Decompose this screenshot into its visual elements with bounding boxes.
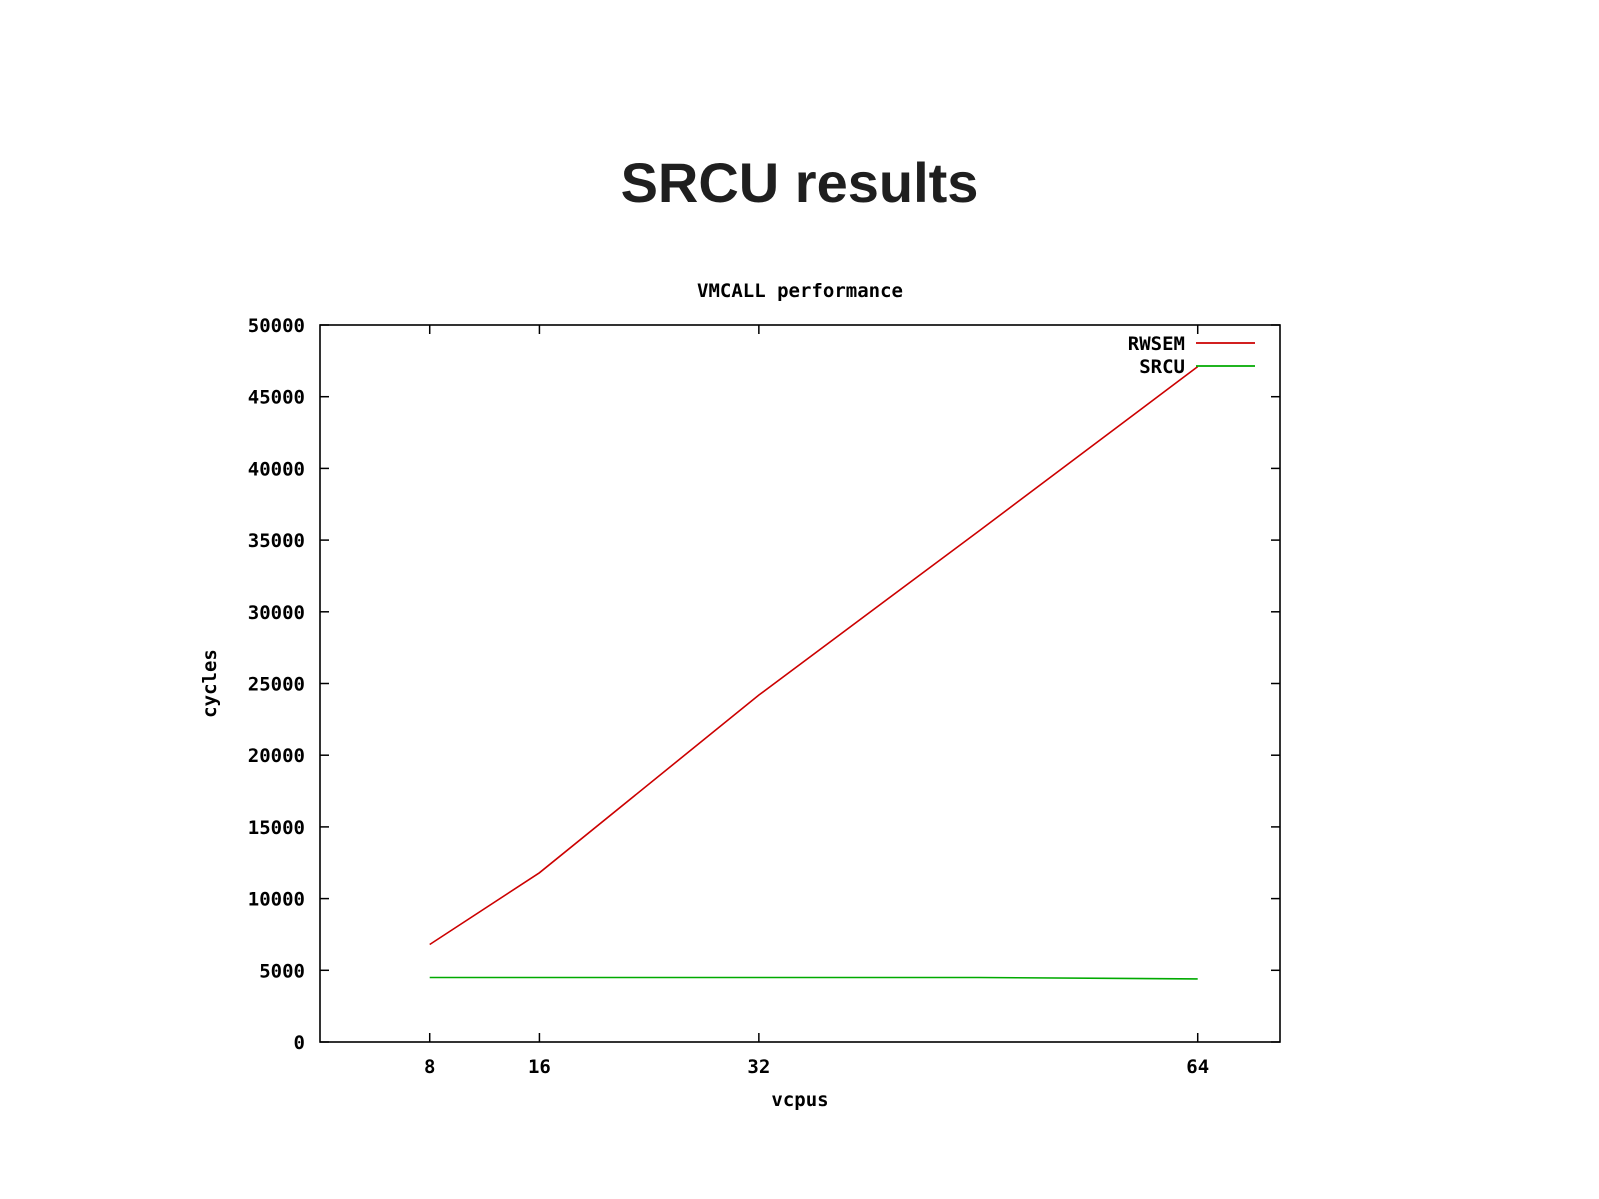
y-tick-label: 30000 <box>248 602 305 624</box>
y-tick-label: 50000 <box>248 315 305 337</box>
series-lines <box>429 365 1199 980</box>
y-tick-label: 10000 <box>248 889 305 911</box>
x-axis: 8 16 32 64 <box>424 325 1209 1078</box>
y-axis: 0 5000 10000 15000 20000 25000 30000 35000 40000… <box>248 315 1280 1054</box>
y-tick-label: 20000 <box>248 745 305 767</box>
y-tick-label: 35000 <box>248 530 305 552</box>
x-tick-label: 8 <box>424 1056 435 1078</box>
x-axis-label: vcpus <box>771 1089 828 1111</box>
y-tick-label: 45000 <box>248 387 305 409</box>
y-tick-label: 15000 <box>248 817 305 839</box>
legend-label: SRCU <box>1139 356 1185 378</box>
y-tick-label: 25000 <box>248 674 305 696</box>
plot-frame <box>319 324 1281 1043</box>
legend-label: RWSEM <box>1128 333 1185 355</box>
slide-title: SRCU results <box>620 151 979 214</box>
x-tick-label: 64 <box>1186 1056 1209 1078</box>
series-line-srcu <box>429 976 1198 980</box>
x-tick-label: 16 <box>528 1056 551 1078</box>
series-line-rwsem <box>429 365 1199 946</box>
x-tick-label: 32 <box>747 1056 770 1078</box>
chart-title: VMCALL performance <box>697 280 903 302</box>
y-tick-label: 40000 <box>248 458 305 480</box>
y-tick-label: 5000 <box>259 960 305 982</box>
y-tick-label: 0 <box>294 1032 305 1054</box>
y-axis-label: cycles <box>199 649 221 718</box>
